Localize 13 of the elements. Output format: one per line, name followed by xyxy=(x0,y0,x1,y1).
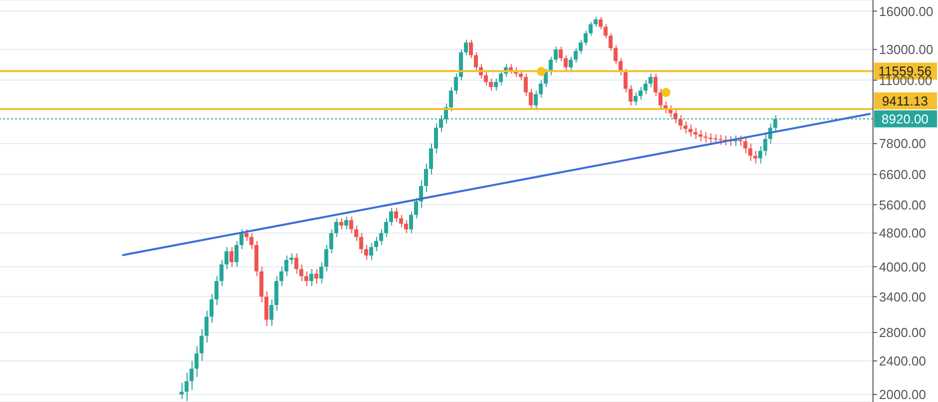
y-tick-label: 4000.00 xyxy=(879,259,926,274)
y-tick-label: 7800.00 xyxy=(879,136,926,152)
y-tick-label: 3400.00 xyxy=(879,289,926,304)
ref-line-label: 8920.00 xyxy=(882,111,928,126)
y-tick-label: 16000.00 xyxy=(879,4,934,19)
y-tick-label: 2800.00 xyxy=(879,325,926,340)
y-tick-label: 2000.00 xyxy=(879,387,926,402)
y-tick-label: 6600.00 xyxy=(879,167,926,182)
y-tick-label: 2400.00 xyxy=(879,353,926,368)
y-tick-label: 4800.00 xyxy=(879,226,926,241)
y-tick-label: 5600.00 xyxy=(879,197,926,212)
y-tick-label: 13000.00 xyxy=(879,42,934,58)
ref-line-label: 9411.13 xyxy=(882,93,928,108)
